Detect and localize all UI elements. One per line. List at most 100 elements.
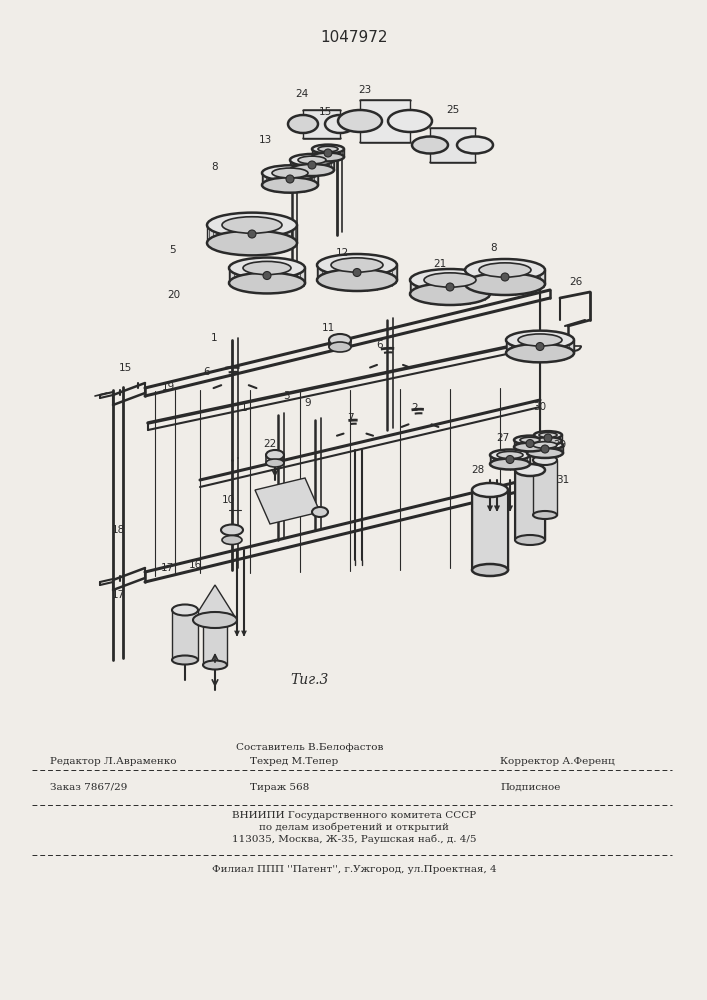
Ellipse shape (329, 334, 351, 346)
Polygon shape (465, 270, 545, 284)
Ellipse shape (527, 448, 563, 458)
Polygon shape (207, 225, 297, 243)
Ellipse shape (412, 136, 448, 153)
Ellipse shape (515, 464, 545, 476)
Polygon shape (172, 610, 198, 660)
Polygon shape (472, 490, 508, 570)
Text: Τиг.3: Τиг.3 (291, 673, 329, 687)
Polygon shape (527, 445, 563, 453)
Ellipse shape (318, 146, 338, 152)
Ellipse shape (203, 660, 227, 670)
Ellipse shape (518, 334, 562, 346)
Ellipse shape (207, 231, 297, 255)
Ellipse shape (515, 535, 545, 545)
Polygon shape (490, 455, 530, 464)
Polygon shape (534, 435, 562, 441)
Ellipse shape (514, 443, 546, 451)
Ellipse shape (325, 115, 355, 133)
Ellipse shape (506, 344, 574, 362)
Circle shape (501, 273, 509, 281)
Ellipse shape (329, 342, 351, 352)
Text: 15: 15 (118, 363, 132, 373)
Text: Корректор А.Ференц: Корректор А.Ференц (500, 758, 615, 766)
Ellipse shape (298, 156, 326, 164)
Text: 13: 13 (258, 135, 271, 145)
Text: 8: 8 (491, 243, 497, 253)
Circle shape (536, 342, 544, 351)
Ellipse shape (465, 273, 545, 295)
Ellipse shape (312, 507, 328, 517)
Ellipse shape (312, 145, 344, 153)
Text: ВНИИПИ Государственного комитета СССР: ВНИИПИ Государственного комитета СССР (232, 810, 476, 820)
Text: 12: 12 (335, 248, 349, 258)
Text: 22: 22 (264, 439, 276, 449)
Text: 1: 1 (211, 333, 217, 343)
Ellipse shape (229, 258, 305, 278)
Ellipse shape (533, 442, 557, 448)
Text: 20: 20 (168, 290, 180, 300)
Text: Техред М.Тепер: Техред М.Тепер (250, 758, 338, 766)
Ellipse shape (506, 331, 574, 349)
Text: 1: 1 (240, 403, 247, 413)
Ellipse shape (203, 615, 227, 625)
Circle shape (526, 440, 534, 448)
Ellipse shape (262, 165, 318, 181)
Circle shape (263, 271, 271, 279)
Text: 16: 16 (188, 560, 201, 570)
Text: Редактор Л.Авраменко: Редактор Л.Авраменко (50, 758, 177, 766)
Text: 113035, Москва, Ж-35, Раушская наб., д. 4/5: 113035, Москва, Ж-35, Раушская наб., д. … (232, 834, 477, 844)
Ellipse shape (266, 450, 284, 460)
Ellipse shape (490, 458, 530, 470)
Polygon shape (506, 340, 574, 353)
Text: 18: 18 (112, 525, 124, 535)
Text: 6: 6 (204, 367, 210, 377)
Text: 2: 2 (411, 403, 419, 413)
Text: 19: 19 (161, 382, 175, 392)
Ellipse shape (534, 431, 562, 439)
Ellipse shape (272, 168, 308, 178)
Polygon shape (229, 268, 305, 283)
Circle shape (544, 434, 552, 442)
Ellipse shape (266, 459, 284, 467)
Ellipse shape (288, 115, 318, 133)
Ellipse shape (338, 110, 382, 132)
Ellipse shape (533, 455, 557, 465)
Ellipse shape (490, 450, 530, 460)
Polygon shape (515, 470, 545, 540)
Text: 7: 7 (346, 413, 354, 423)
Ellipse shape (243, 261, 291, 275)
Ellipse shape (514, 436, 546, 444)
Circle shape (308, 161, 316, 169)
Text: 9: 9 (305, 398, 311, 408)
Ellipse shape (317, 254, 397, 276)
Ellipse shape (312, 153, 344, 161)
Ellipse shape (465, 259, 545, 281)
Text: 27: 27 (496, 433, 510, 443)
Text: 17: 17 (160, 563, 174, 573)
Polygon shape (203, 620, 227, 665)
Text: Тираж 568: Тираж 568 (250, 782, 309, 792)
Circle shape (248, 230, 256, 238)
Text: 24: 24 (296, 89, 309, 99)
Ellipse shape (290, 164, 334, 176)
Polygon shape (360, 100, 410, 142)
Circle shape (353, 268, 361, 276)
Polygon shape (290, 160, 334, 170)
Text: по делам изобретений и открытий: по делам изобретений и открытий (259, 822, 449, 832)
Ellipse shape (520, 437, 540, 443)
Ellipse shape (410, 269, 490, 291)
Polygon shape (262, 173, 318, 185)
Ellipse shape (193, 612, 237, 628)
Text: 26: 26 (569, 277, 583, 287)
Ellipse shape (290, 154, 334, 166)
Circle shape (541, 445, 549, 453)
Ellipse shape (221, 524, 243, 536)
Ellipse shape (172, 604, 198, 615)
Text: 30: 30 (534, 402, 547, 412)
Text: 15: 15 (318, 107, 332, 117)
Circle shape (506, 456, 514, 464)
Text: 28: 28 (472, 465, 484, 475)
Ellipse shape (533, 511, 557, 519)
Ellipse shape (317, 269, 397, 291)
Polygon shape (430, 128, 475, 162)
